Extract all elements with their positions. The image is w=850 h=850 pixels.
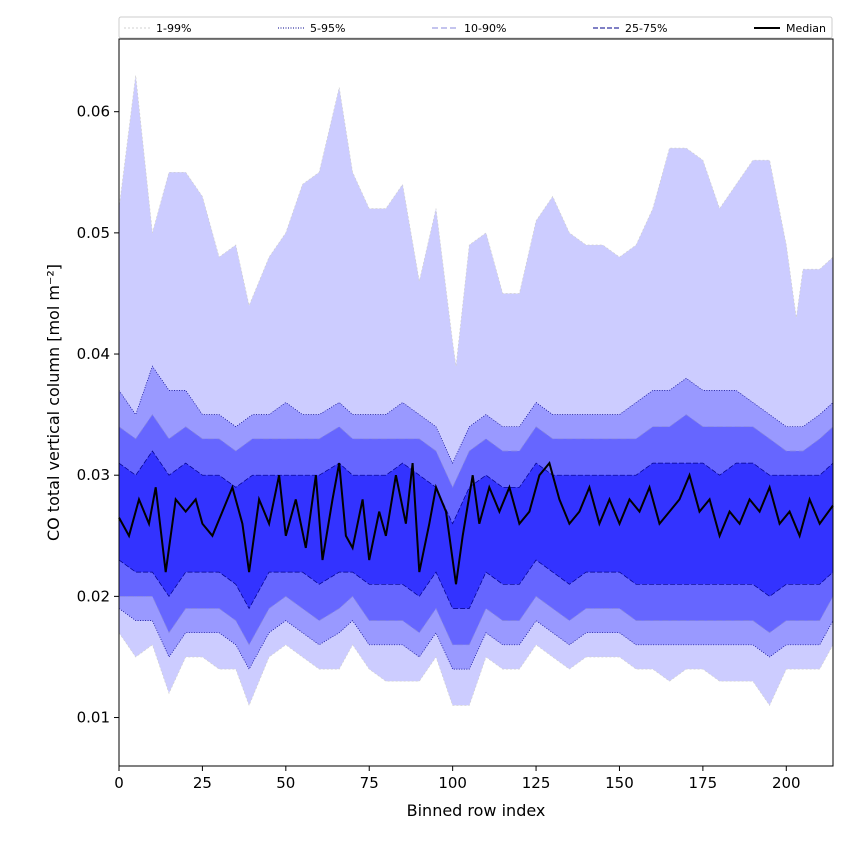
legend-label: 25-75% (625, 22, 667, 35)
median-line (118, 460, 834, 585)
y-tick-label: 0.05 (77, 224, 110, 242)
x-tick-label: 200 (772, 774, 801, 792)
x-tick-label: 150 (605, 774, 634, 792)
y-tick-label: 0.06 (77, 103, 110, 121)
percentile-bands (118, 75, 834, 707)
legend-label: 5-95% (310, 22, 345, 35)
y-tick-label: 0.03 (77, 466, 110, 484)
x-tick-label: 50 (276, 774, 295, 792)
legend-label: 10-90% (464, 22, 506, 35)
legend: 1-99% 5-95% 10-90% 25-75% Median (118, 16, 833, 39)
y-tick-label: 0.01 (77, 709, 110, 727)
band-lower-line-1 (118, 608, 834, 670)
band-upper-line-1 (118, 365, 834, 464)
x-tick-label: 125 (522, 774, 551, 792)
band-upper-line-2 (118, 413, 834, 489)
median-layer (118, 460, 834, 585)
y-axis-label: CO total vertical column [mol m⁻²] (44, 264, 63, 541)
x-axis-ticks: 0 25 50 75 100 125 150 175 200 (114, 766, 801, 792)
y-tick-label: 0.02 (77, 587, 110, 605)
plot-frame (118, 38, 834, 767)
band-upper-line-3 (118, 450, 834, 525)
x-axis-label: Binned row index (407, 801, 546, 820)
band-fill-3 (119, 451, 833, 609)
band-lower-line-0 (118, 632, 834, 707)
band-lower-line-2 (119, 595, 834, 646)
y-tick-label: 0.04 (77, 345, 110, 363)
x-tick-label: 0 (114, 774, 124, 792)
legend-box (118, 16, 833, 39)
band-lower-line-3 (118, 559, 834, 610)
y-axis-ticks: 0.01 0.02 0.03 0.04 0.05 0.06 (77, 103, 119, 727)
legend-label: 1-99% (156, 22, 191, 35)
x-tick-label: 75 (360, 774, 379, 792)
x-tick-label: 25 (193, 774, 212, 792)
x-tick-label: 100 (438, 774, 467, 792)
x-tick-label: 175 (689, 774, 718, 792)
band-upper-line-0 (118, 75, 834, 367)
legend-label: Median (786, 22, 826, 35)
